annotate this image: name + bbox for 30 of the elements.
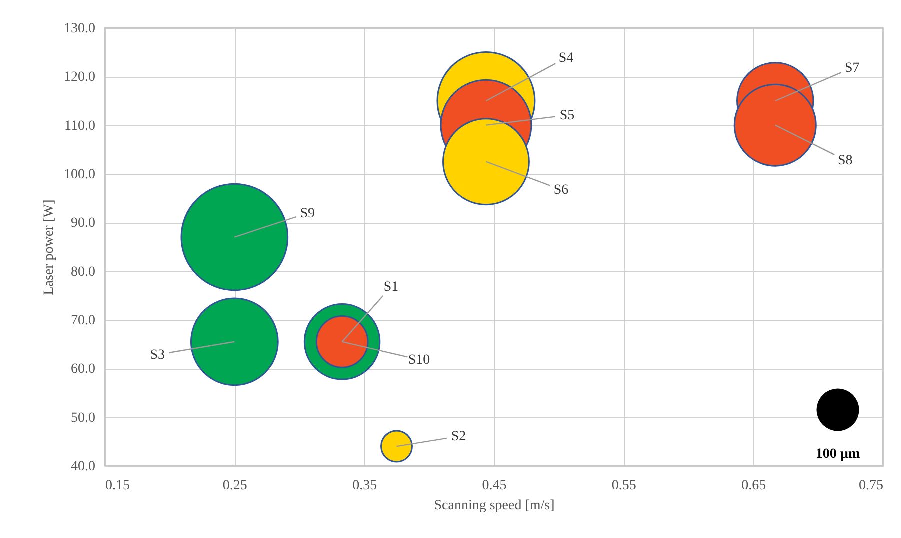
annotation: S6 (554, 182, 569, 198)
x-tick-label: 0.65 (742, 478, 766, 494)
annotation: S9 (300, 206, 316, 222)
annotation: S10 (408, 352, 430, 368)
x-tick-label: 0.15 (106, 478, 130, 494)
annotation: S2 (451, 430, 466, 445)
annotation: S3 (150, 348, 166, 363)
annotation: S5 (560, 108, 575, 124)
y-tick-label: 100.0 (64, 168, 96, 182)
y-tick-label: 130.0 (64, 22, 96, 36)
annotation: S1 (384, 280, 399, 295)
annotation: S8 (838, 153, 853, 168)
y-tick-label: 90.0 (71, 216, 96, 232)
y-tick-label: 40.0 (71, 460, 96, 474)
x-tick-label: 0.35 (352, 478, 378, 494)
x-tick-label: 0.45 (482, 478, 507, 494)
y-tick-label: 120.0 (64, 70, 96, 86)
y-axis-title: Laser power [W] (42, 200, 57, 296)
y-tick-label: 110.0 (64, 118, 96, 134)
x-tick-label: 0.75 (859, 478, 884, 494)
x-tick-label: 0.55 (612, 478, 636, 494)
annotation: S4 (558, 51, 574, 66)
x-tick-label: 0.25 (222, 478, 248, 494)
y-tick-label: 60.0 (71, 362, 96, 378)
annotation: S7 (844, 61, 860, 76)
y-tick-label: 80.0 (71, 264, 96, 280)
x-axis-title: Scanning speed [m/s] (434, 498, 555, 514)
y-tick-label: 70.0 (71, 314, 96, 328)
y-tick-label: 50.0 (71, 410, 96, 426)
legend-label: 100 µm (816, 447, 860, 462)
